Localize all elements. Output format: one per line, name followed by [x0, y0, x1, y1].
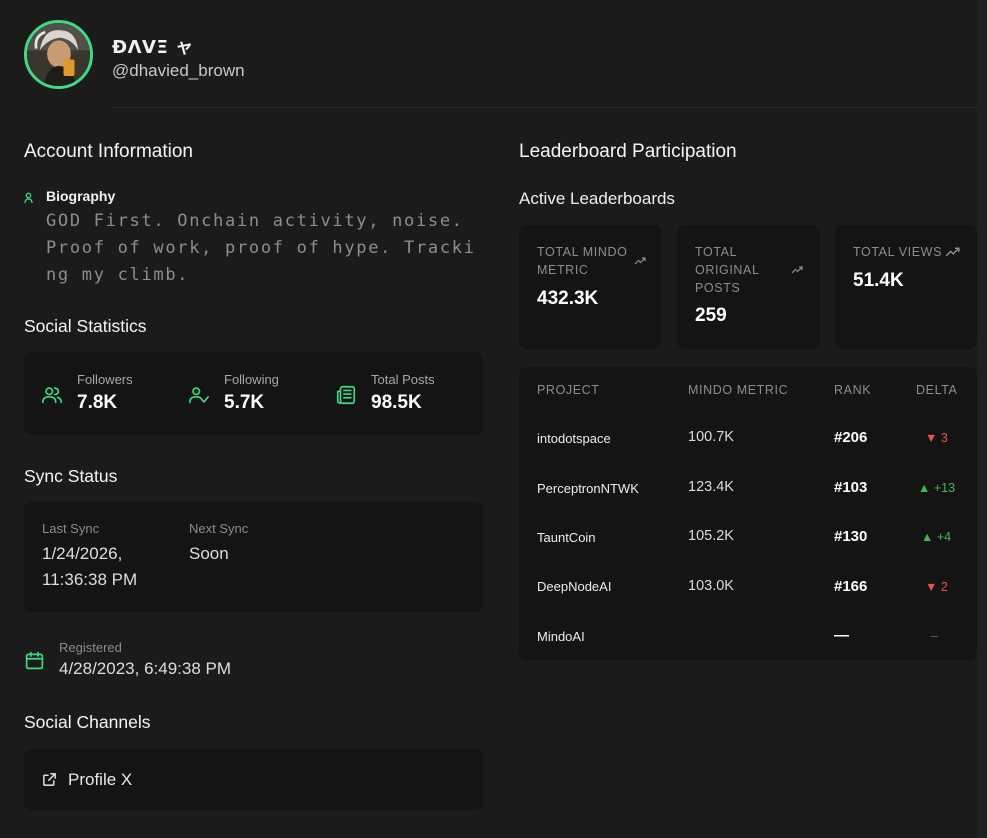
table-row-rank: #103 [834, 479, 868, 496]
account-info-title: Account Information [24, 141, 193, 162]
trending-up-icon [945, 247, 960, 257]
table-row-project: intodotspace [537, 431, 611, 446]
active-leaderboards-title: Active Leaderboards [519, 189, 675, 208]
trending-up-icon [634, 257, 646, 265]
metric-label: ORIGINAL [695, 263, 760, 277]
biography-label: Biography [46, 188, 116, 204]
table-row-delta: ▼ 2 [925, 580, 948, 594]
next-sync-value: Soon [189, 544, 229, 563]
social-channels-title: Social Channels [24, 712, 151, 732]
table-row-delta: – [931, 629, 938, 643]
user-check-icon [189, 387, 209, 404]
table-row-metric: 105.2K [688, 528, 734, 544]
trending-up-icon [791, 266, 803, 274]
users-icon [42, 387, 62, 404]
metric-value: 259 [695, 305, 727, 326]
metric-label: METRIC [537, 263, 589, 277]
social-stats-title: Social Statistics [24, 316, 147, 336]
followers-value: 7.8K [77, 392, 118, 413]
column-header-rank: RANK [834, 383, 872, 397]
avatar-image [27, 23, 90, 86]
metric-label: POSTS [695, 281, 741, 295]
profile-x-label[interactable]: Profile X [68, 770, 133, 789]
following-label: Following [224, 372, 279, 387]
table-row-rank: #130 [834, 528, 868, 545]
leaderboard-title: Leaderboard Participation [519, 141, 737, 162]
metric-label: TOTAL MINDO [537, 245, 628, 259]
table-row-delta: ▲ +4 [921, 530, 952, 544]
registered-value: 4/28/2023, 6:49:38 PM [59, 659, 232, 678]
metric-label: TOTAL VIEWS [853, 245, 943, 259]
column-header-metric: MINDO METRIC [688, 383, 789, 397]
user-icon [24, 192, 33, 204]
table-row-project: PerceptronNTWK [537, 481, 639, 496]
column-header-project: PROJECT [537, 383, 600, 397]
table-row-delta: ▲ +13 [918, 481, 956, 495]
biography-text: GOD First. Onchain activity, noise. Proo… [46, 211, 476, 285]
following-value: 5.7K [224, 392, 265, 413]
table-row-project: MindoAI [537, 629, 585, 644]
table-row-metric: 100.7K [688, 429, 734, 445]
display-name: ÐΛVΞ ャ [112, 37, 194, 58]
table-row-project: TauntCoin [537, 530, 596, 545]
metric-label: TOTAL [695, 245, 738, 259]
table-row-rank: #166 [834, 578, 868, 595]
calendar-icon [25, 651, 44, 670]
sync-status-card: Last Sync 1/24/2026, 11:36:38 PM Next Sy… [24, 502, 483, 612]
next-sync-label: Next Sync [189, 521, 249, 536]
metric-card-mindo: TOTAL MINDO METRIC 432.3K [519, 225, 662, 349]
avatar [24, 20, 93, 89]
scrollbar-track[interactable] [977, 0, 987, 838]
last-sync-time: 11:36:38 PM [42, 570, 138, 589]
leaderboard-table [519, 367, 977, 660]
total-posts-label: Total Posts [371, 372, 435, 387]
last-sync-label: Last Sync [42, 521, 100, 536]
table-row-metric: 123.4K [688, 479, 734, 495]
metric-value: 432.3K [537, 288, 599, 309]
user-handle: @dhavied_brown [112, 61, 245, 80]
sync-status-title: Sync Status [24, 466, 118, 486]
metric-card-posts: TOTAL ORIGINAL POSTS 259 [677, 225, 820, 349]
column-header-delta: DELTA [916, 383, 958, 397]
header-divider [112, 107, 977, 108]
table-row-rank: — [834, 627, 849, 644]
table-row-rank: #206 [834, 429, 868, 446]
table-row-delta: ▼ 3 [925, 431, 948, 445]
metric-card-views: TOTAL VIEWS 51.4K [835, 225, 977, 349]
metric-value: 51.4K [853, 270, 904, 291]
followers-label: Followers [77, 372, 133, 387]
social-stats-card: Followers 7.8K Following 5.7K Total Post… [24, 352, 483, 435]
registered-label: Registered [59, 640, 122, 655]
table-row-project: DeepNodeAI [537, 579, 612, 594]
profile-x-link[interactable] [24, 749, 483, 810]
last-sync-date: 1/24/2026, [42, 544, 123, 563]
total-posts-value: 98.5K [371, 392, 422, 413]
external-link-icon [43, 773, 56, 786]
table-row-metric: 103.0K [688, 578, 734, 594]
newspaper-icon [336, 385, 356, 405]
